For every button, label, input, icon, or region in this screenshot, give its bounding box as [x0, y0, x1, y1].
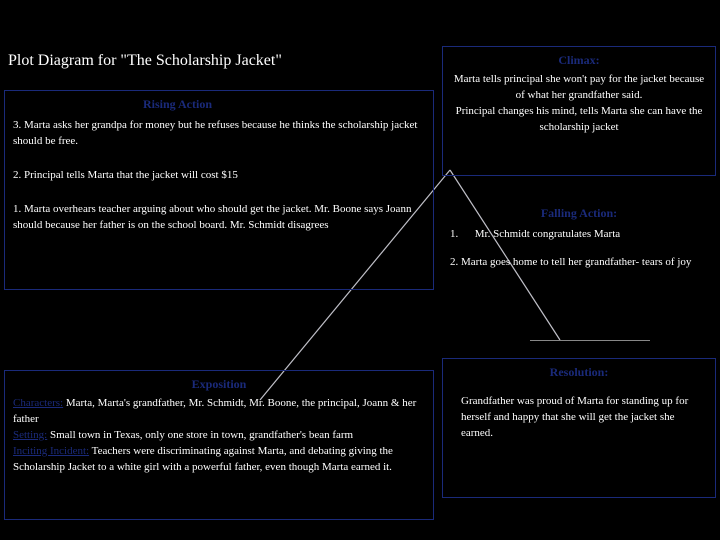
resolution-header: Resolution:: [451, 365, 707, 380]
exposition-inciting-line: Inciting Incident: Teachers were discrim…: [13, 444, 425, 476]
divider-line: [530, 340, 650, 341]
falling-action-box: Falling Action: 1. Mr. Schmidt congratul…: [442, 200, 716, 310]
resolution-text: Grandfather was proud of Marta for stand…: [451, 394, 707, 442]
exposition-header: Exposition: [13, 377, 425, 392]
resolution-box: Resolution: Grandfather was proud of Mar…: [442, 358, 716, 498]
page-title: Plot Diagram for "The Scholarship Jacket…: [8, 52, 282, 70]
rising-item-3: 3. Marta asks her grandpa for money but …: [13, 118, 425, 150]
exposition-characters-line: Characters: Marta, Marta's grandfather, …: [13, 396, 425, 428]
exposition-box: Exposition Characters: Marta, Marta's gr…: [4, 370, 434, 520]
exposition-setting-line: Setting: Small town in Texas, only one s…: [13, 428, 425, 444]
climax-box: Climax: Marta tells principal she won't …: [442, 46, 716, 176]
falling-action-header: Falling Action:: [450, 206, 708, 221]
rising-action-header: Rising Action: [13, 97, 425, 112]
falling-item-1: Mr. Schmidt congratulates Marta: [475, 228, 620, 240]
falling-item-1-num: 1.: [450, 227, 472, 243]
rising-item-2: 2. Principal tells Marta that the jacket…: [13, 168, 425, 184]
rising-action-box: Rising Action 3. Marta asks her grandpa …: [4, 90, 434, 290]
rising-item-1: 1. Marta overhears teacher arguing about…: [13, 202, 425, 234]
climax-header: Climax:: [451, 53, 707, 68]
characters-text: Marta, Marta's grandfather, Mr. Schmidt,…: [13, 397, 416, 425]
setting-text: Small town in Texas, only one store in t…: [47, 429, 353, 441]
characters-label: Characters:: [13, 397, 63, 409]
falling-item-2: 2. Marta goes home to tell her grandfath…: [450, 255, 708, 271]
inciting-label: Inciting Incident:: [13, 445, 89, 457]
setting-label: Setting:: [13, 429, 47, 441]
climax-text: Marta tells principal she won't pay for …: [451, 72, 707, 136]
